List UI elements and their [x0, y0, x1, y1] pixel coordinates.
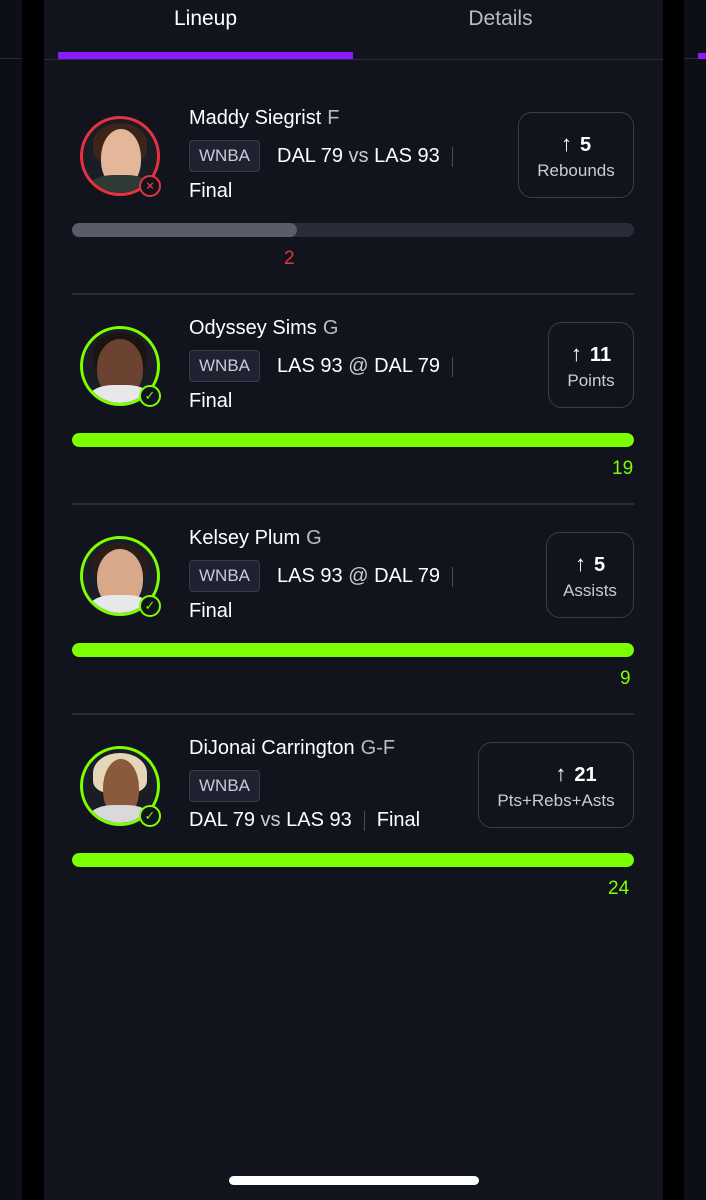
- projection-value: 5: [593, 554, 606, 576]
- game-matchup: LAS 93 @ DAL 79: [277, 355, 454, 378]
- tab-lineup[interactable]: Lineup: [173, 7, 238, 30]
- progress-bar-fill: [72, 223, 297, 237]
- arrow-up-icon: ↑: [574, 551, 586, 576]
- player-avatar: [80, 116, 160, 196]
- projection-box[interactable]: ↑ 5 Rebounds: [518, 112, 634, 198]
- projection-box[interactable]: ↑ 5 Assists: [546, 532, 634, 618]
- check-circle-icon: ✓: [139, 595, 161, 617]
- pick-card-maddy-siegrist[interactable]: × Maddy Siegrist F WNBA DAL 79 vs LAS 93 …: [44, 90, 663, 300]
- player-name-row: Odyssey Sims G: [189, 317, 338, 340]
- projection-value: 11: [589, 344, 612, 366]
- player-position: F: [327, 107, 340, 129]
- player-avatar: [80, 536, 160, 616]
- active-tab-indicator: [58, 52, 353, 59]
- projection-value: 21: [574, 764, 597, 786]
- projection-box[interactable]: ↑ 11 Points: [548, 322, 634, 408]
- game-status: Final: [189, 390, 233, 412]
- league-badge: WNBA: [189, 560, 260, 592]
- tab-divider: [44, 59, 663, 60]
- player-name: Odyssey Sims: [189, 317, 317, 339]
- game-matchup: DAL 79 vs LAS 93: [277, 145, 453, 168]
- tab-bar: Lineup Details: [44, 0, 663, 60]
- player-name: Maddy Siegrist: [189, 107, 322, 129]
- card-divider: [72, 503, 634, 505]
- league-badge: WNBA: [189, 140, 260, 172]
- projection-stat-label: Pts+Rebs+Asts: [497, 791, 615, 810]
- progress-bar-fill: [72, 643, 634, 657]
- pick-card-kelsey-plum[interactable]: ✓ Kelsey Plum G WNBA LAS 93 @ DAL 79 Fina…: [44, 510, 663, 720]
- check-circle-icon: ✓: [139, 805, 161, 827]
- game-status: Final: [376, 809, 421, 831]
- actual-stat-value: 9: [620, 668, 631, 689]
- progress-bar-fill: [72, 853, 634, 867]
- adjacent-screen-right: [684, 0, 706, 1200]
- game-matchup: LAS 93 @ DAL 79: [277, 565, 454, 588]
- projection-stat-label: Assists: [563, 581, 617, 600]
- league-badge: WNBA: [189, 350, 260, 382]
- player-name-row: Kelsey Plum G: [189, 527, 322, 550]
- pick-card-dijonai-carrington[interactable]: ✓ DiJonai Carrington G-F WNBA DAL 79 vs L…: [44, 720, 663, 930]
- player-name-row: DiJonai Carrington G-F: [189, 737, 395, 760]
- progress-bar: [72, 853, 634, 867]
- actual-stat-value: 24: [608, 878, 630, 899]
- arrow-up-icon: ↑: [560, 131, 572, 156]
- lineup-panel: Lineup Details × Maddy Siegrist F WNBA DA…: [44, 0, 663, 1200]
- progress-bar: [72, 223, 634, 237]
- adjacent-screen-left: [0, 0, 22, 1200]
- projection-stat-label: Points: [567, 371, 615, 390]
- player-name: Kelsey Plum: [189, 527, 301, 549]
- projection-value: 5: [579, 134, 592, 156]
- actual-stat-value: 2: [284, 248, 295, 269]
- check-circle-icon: ✓: [139, 385, 161, 407]
- home-indicator: [229, 1176, 479, 1185]
- game-status: Final: [189, 600, 233, 622]
- card-divider: [72, 713, 634, 715]
- projection-stat-label: Rebounds: [537, 161, 615, 180]
- arrow-up-icon: ↑: [570, 341, 582, 366]
- game-status: Final: [189, 180, 233, 202]
- arrow-up-icon: ↑: [555, 761, 567, 786]
- actual-stat-value: 19: [612, 458, 634, 479]
- card-divider: [72, 293, 634, 295]
- player-position: G: [322, 317, 339, 339]
- player-name: DiJonai Carrington: [189, 737, 355, 759]
- progress-bar: [72, 433, 634, 447]
- progress-bar: [72, 643, 634, 657]
- player-position: G: [306, 527, 322, 549]
- x-circle-icon: ×: [139, 175, 161, 197]
- league-badge: WNBA: [189, 770, 260, 802]
- player-position: G-F: [360, 737, 396, 759]
- projection-box[interactable]: ↑ 21 Pts+Rebs+Asts: [478, 742, 634, 828]
- pick-card-odyssey-sims[interactable]: ✓ Odyssey Sims G WNBA LAS 93 @ DAL 79 Fin…: [44, 300, 663, 510]
- player-name-row: Maddy Siegrist F: [189, 107, 340, 130]
- game-matchup: DAL 79 vs LAS 93 Final: [189, 809, 421, 831]
- progress-bar-fill: [72, 433, 634, 447]
- tab-details[interactable]: Details: [468, 7, 533, 30]
